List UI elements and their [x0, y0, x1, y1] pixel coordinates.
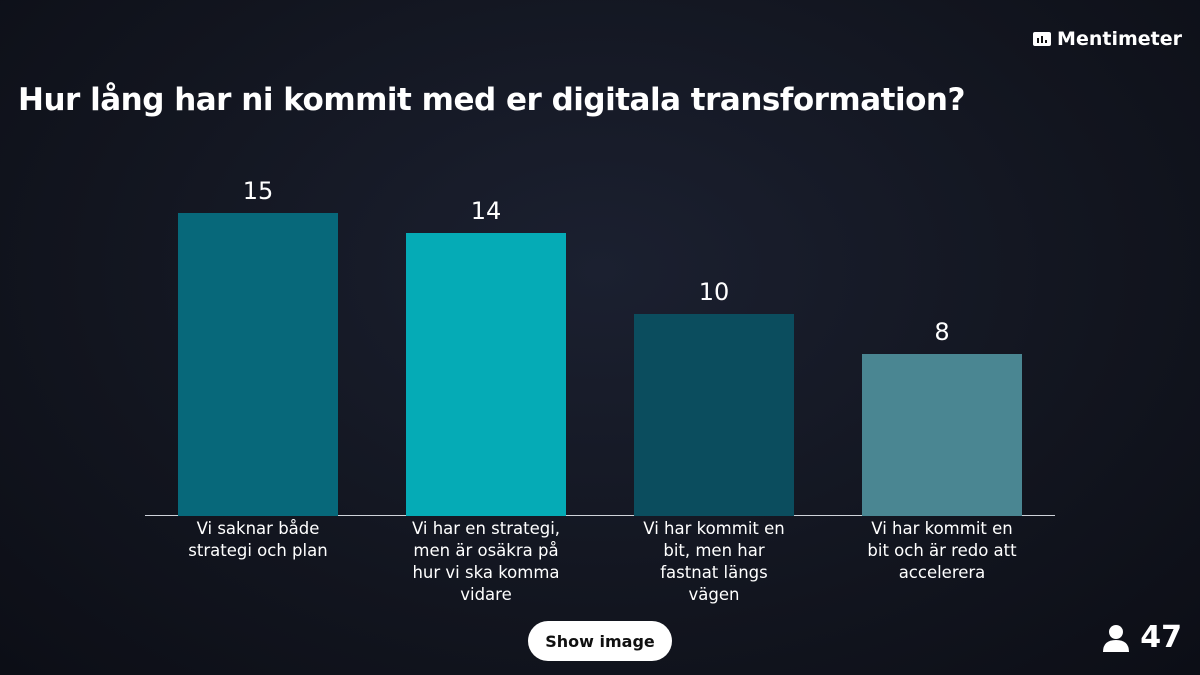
value-label: 8: [934, 318, 950, 347]
participants: 47: [1102, 620, 1182, 655]
bar: [406, 233, 566, 516]
bar: [178, 213, 338, 516]
bar: [634, 314, 794, 516]
value-label: 15: [242, 177, 274, 205]
brand-logo: [1033, 32, 1052, 46]
value-label: 10: [698, 278, 730, 306]
person-icon: [1103, 624, 1130, 652]
category-label: Vi har en strategi, men är osäkra på hur…: [411, 519, 561, 604]
show-image-button[interactable]: Show image: [528, 621, 672, 661]
baseline: [145, 515, 1055, 516]
category-label: Vi har kommit en bit, men har fastnat lä…: [643, 519, 785, 604]
category-label: Vi har kommit en bit och är redo att acc…: [867, 519, 1017, 582]
value-label: 14: [470, 197, 502, 226]
chart-title: Hur lång har ni kommit med er digitala t…: [18, 82, 965, 118]
participant-count: 47: [1140, 620, 1182, 655]
bar: [862, 354, 1022, 516]
category-label: Vi saknar både strategi och plan: [188, 519, 328, 560]
brand: Mentimeter: [1033, 28, 1182, 50]
brand-name: Mentimeter: [1057, 28, 1182, 50]
